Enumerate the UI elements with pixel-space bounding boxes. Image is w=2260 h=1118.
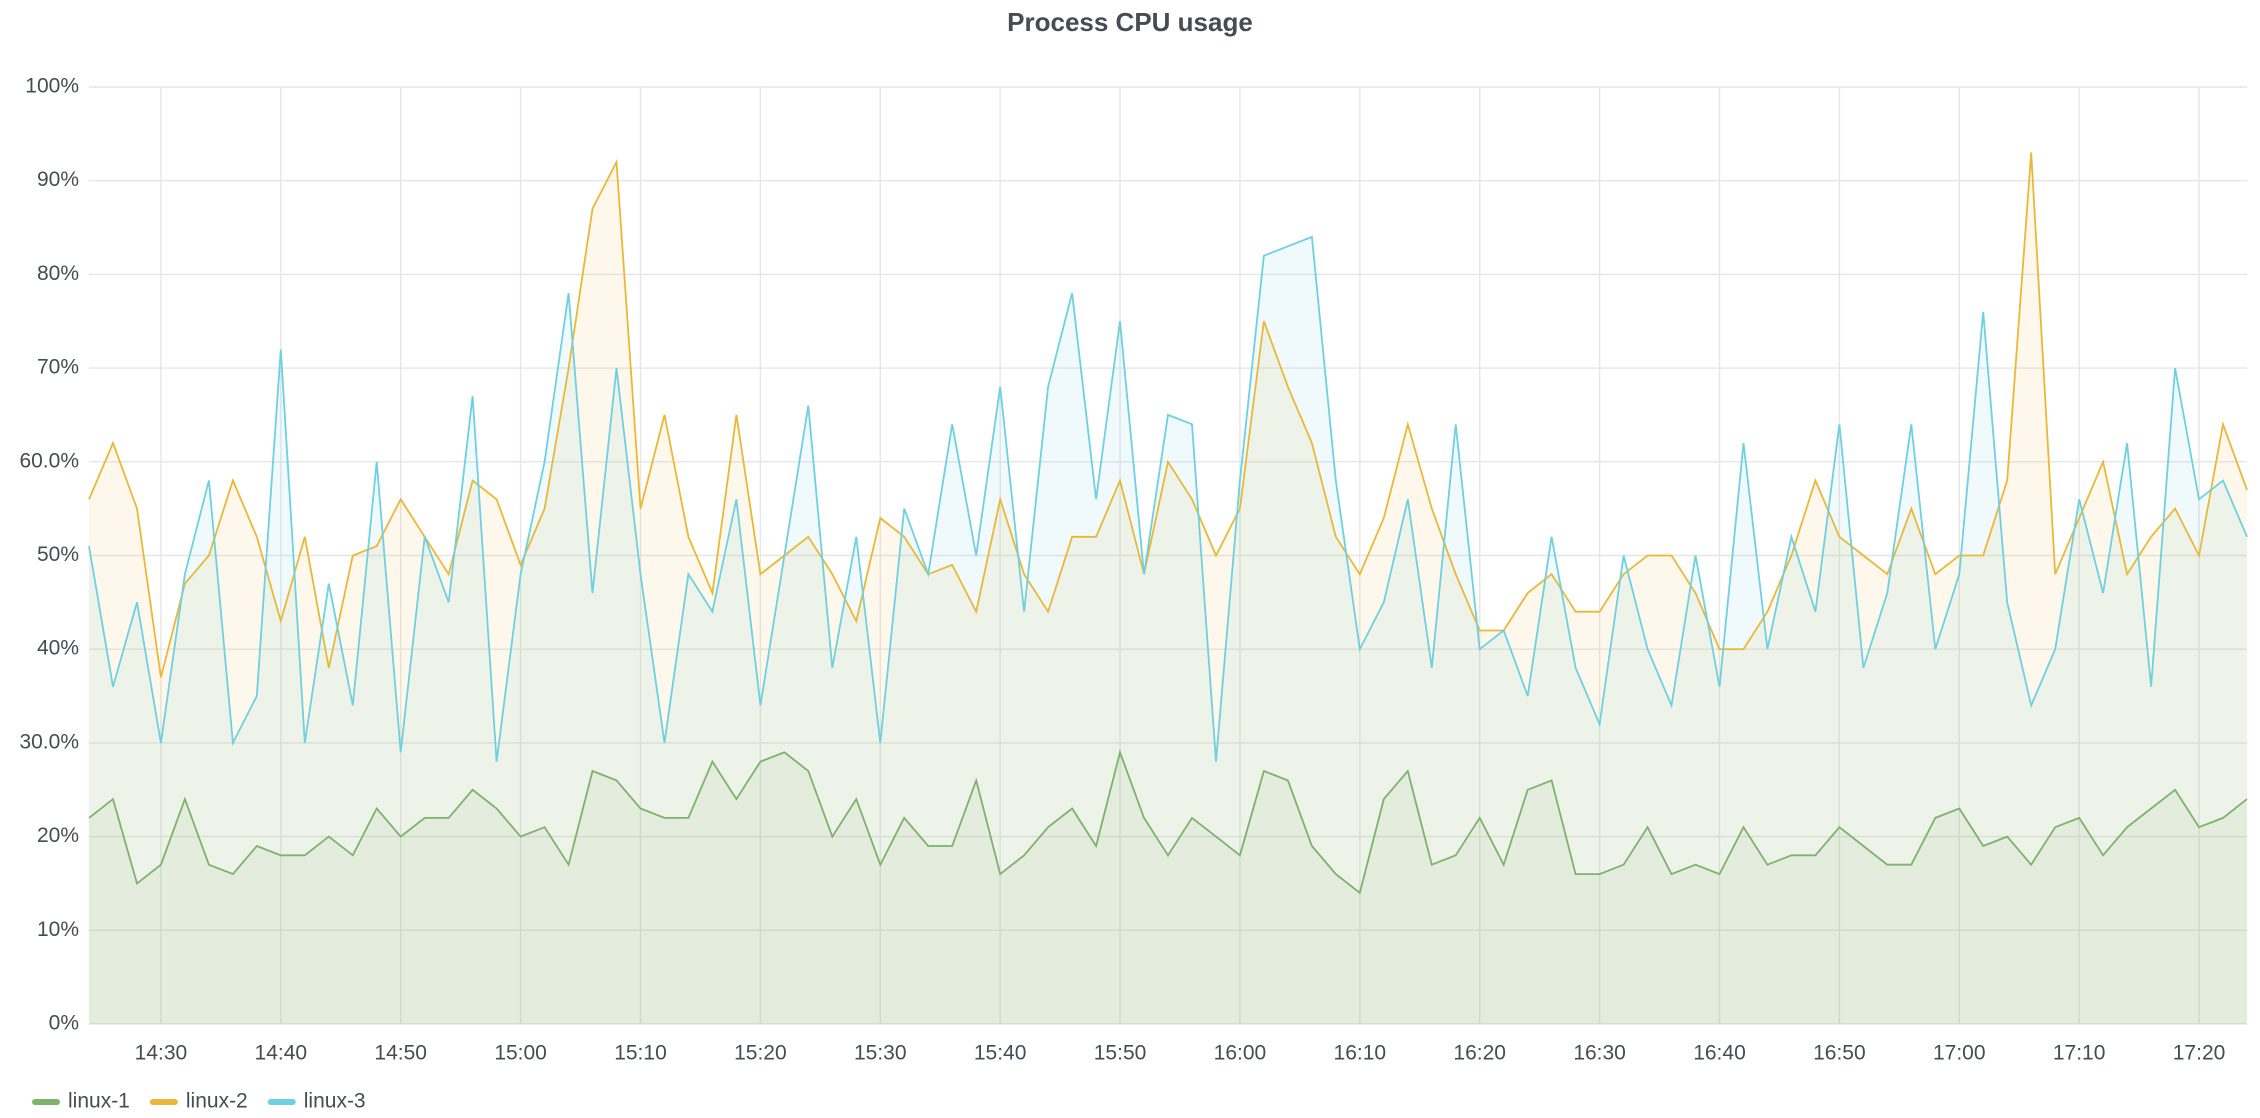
y-tick-label: 40% [37,637,79,660]
x-tick-label: 15:30 [854,1042,907,1065]
x-tick-label: 16:50 [1813,1042,1866,1065]
x-tick-label: 14:50 [374,1042,427,1065]
x-tick-label: 17:20 [2173,1042,2226,1065]
y-tick-label: 0% [49,1012,79,1035]
series-line [88,152,2248,678]
x-tick-label: 16:40 [1693,1042,1746,1065]
y-tick-label: 50% [37,543,79,566]
y-tick-label: 10% [37,918,79,941]
legend-swatch [32,1099,60,1105]
x-tick-label: 16:30 [1573,1042,1626,1065]
legend-label: linux-2 [186,1090,248,1113]
x-tick-label: 15:00 [494,1042,547,1065]
y-tick-label: 70% [37,356,79,379]
x-tick-label: 17:10 [2053,1042,2106,1065]
x-tick-label: 15:20 [734,1042,787,1065]
area-fill [89,152,2247,1025]
y-tick-label: 30.0% [19,730,79,753]
legend-swatch [267,1099,296,1105]
x-tick-label: 14:30 [135,1042,188,1065]
x-tick-label: 17:00 [1933,1042,1986,1065]
x-tick-label: 16:10 [1334,1042,1387,1065]
y-tick-label: 80% [37,262,79,285]
legend-swatch [149,1099,178,1105]
y-tick-label: 90% [37,168,79,191]
legend-label: linux-3 [304,1090,366,1113]
series-line [88,235,2248,762]
x-tick-label: 14:40 [255,1042,308,1065]
x-tick-label: 15:50 [1094,1042,1147,1065]
y-tick-label: 60.0% [19,449,79,472]
area-fill [89,752,2247,1024]
x-tick-label: 15:10 [614,1042,667,1065]
chart-title: Process CPU usage [1007,7,1253,37]
y-tick-label: 100% [25,75,79,98]
y-tick-label: 20% [37,824,79,847]
area-fill [89,236,2247,1024]
x-tick-label: 15:40 [974,1042,1027,1065]
x-tick-label: 16:20 [1453,1042,1506,1065]
legend-label: linux-1 [68,1090,130,1113]
series-line [88,749,2248,895]
x-tick-label: 16:00 [1214,1042,1267,1065]
